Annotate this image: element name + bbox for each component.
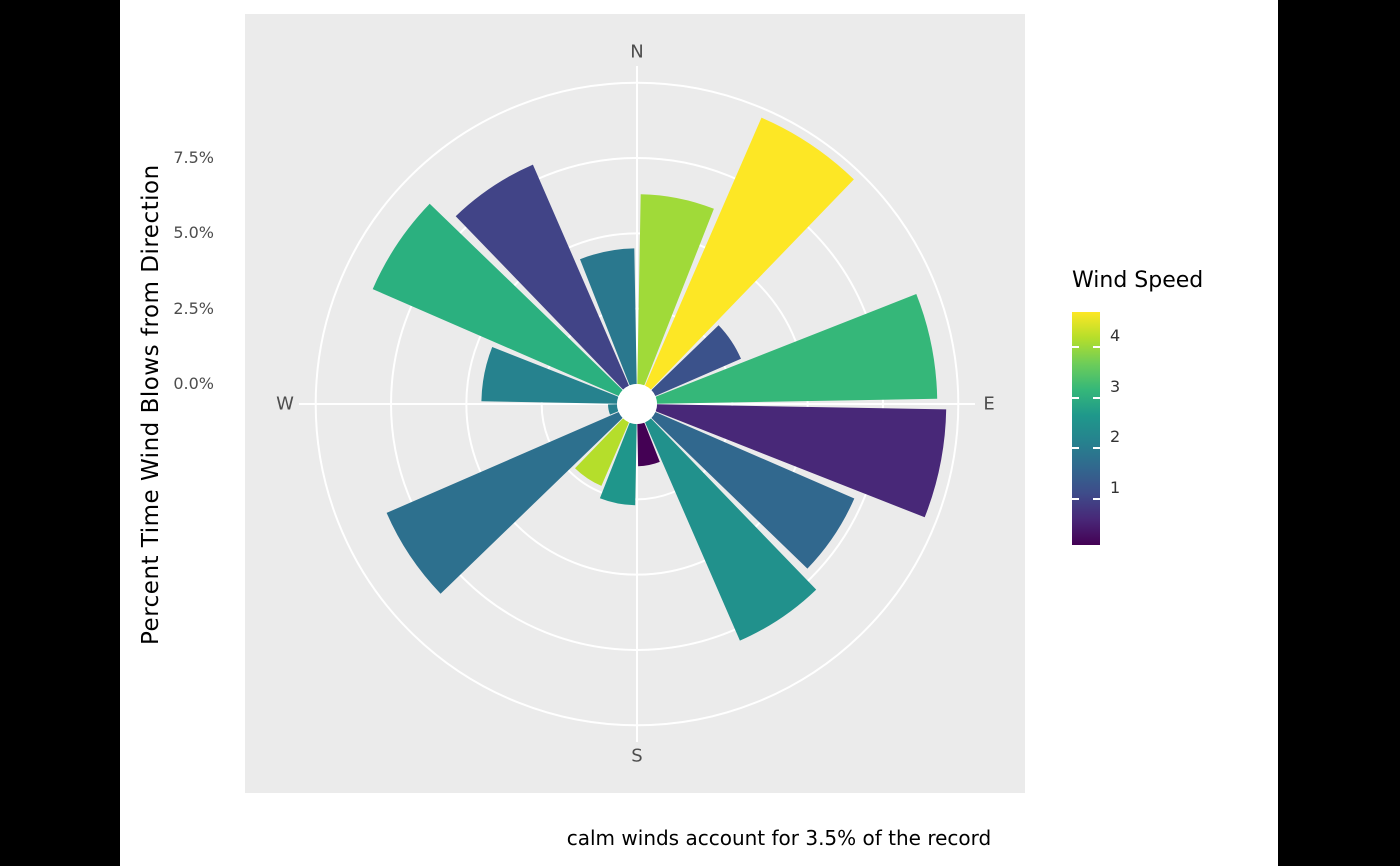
- windrose-plot: N E S W: [276, 42, 995, 767]
- wind-sector-petal: [372, 203, 623, 396]
- wind-sector-petal: [608, 404, 619, 415]
- colorbar-tick: [1072, 397, 1079, 399]
- figure-canvas: Percent Time Wind Blows from Direction 7…: [120, 0, 1278, 866]
- radial-tick-label-0-0: 0.0%: [173, 374, 214, 393]
- colorbar-tick: [1072, 346, 1079, 348]
- radial-tick-label-5-0: 5.0%: [173, 223, 214, 242]
- legend-wind-speed: Wind Speed 4 3 2 1: [1072, 268, 1272, 568]
- legend-colorbar: [1072, 312, 1100, 545]
- wind-sector-petal: [655, 404, 947, 518]
- colorbar-tick: [1093, 346, 1100, 348]
- legend-tick-label: 2: [1110, 427, 1121, 446]
- legend-tick-label: 1: [1110, 478, 1121, 497]
- wind-sector-petal: [655, 294, 938, 404]
- compass-label: S: [631, 746, 642, 767]
- wind-sector-petal: [637, 422, 660, 467]
- colorbar-tick: [1093, 498, 1100, 500]
- colorbar-tick: [1072, 498, 1079, 500]
- compass-label: N: [630, 42, 643, 63]
- radial-tick-label-2-5: 2.5%: [173, 299, 214, 318]
- legend-tick-label: 3: [1110, 377, 1121, 396]
- colorbar-tick: [1072, 447, 1079, 449]
- center-hole: [617, 384, 657, 424]
- plot-caption: calm winds account for 3.5% of the recor…: [566, 826, 992, 850]
- wind-sector-petal: [637, 194, 714, 386]
- radius-gridline: [465, 232, 809, 576]
- wind-sector-petal: [455, 164, 629, 390]
- wind-sector-petal: [651, 412, 855, 569]
- wind-sector-petal: [645, 117, 854, 390]
- wind-sector-petal: [645, 418, 817, 641]
- y-axis-title: Percent Time Wind Blows from Direction: [138, 164, 164, 646]
- colorbar-tick: [1093, 397, 1100, 399]
- compass-label: E: [983, 394, 994, 415]
- wind-sector-petal: [481, 347, 619, 404]
- legend-tick-label: 4: [1110, 326, 1121, 345]
- radius-gridline: [540, 307, 734, 501]
- legend-title: Wind Speed: [1072, 268, 1204, 293]
- wind-sector-petal: [386, 412, 623, 594]
- radius-gridline: [314, 81, 960, 727]
- wind-sector-petal: [580, 248, 637, 386]
- compass-label: W: [276, 394, 294, 415]
- radius-gridline: [390, 157, 884, 651]
- colorbar-tick: [1093, 447, 1100, 449]
- polar-panel: N E S W: [245, 14, 1025, 793]
- radial-tick-label-7-5: 7.5%: [173, 148, 214, 167]
- wind-sector-petal: [651, 325, 741, 396]
- wind-sector-petal: [599, 422, 637, 506]
- wind-sector-petal: [575, 418, 629, 486]
